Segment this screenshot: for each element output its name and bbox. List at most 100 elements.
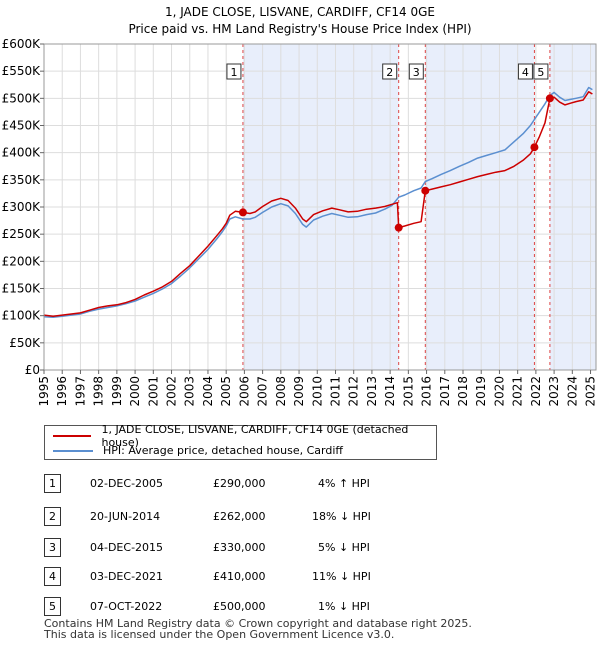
sale-marker-badge: 5 — [44, 597, 61, 616]
chart-legend: 1, JADE CLOSE, LISVANE, CARDIFF, CF14 0G… — [44, 422, 437, 460]
sale-number-label: 1 — [226, 63, 242, 80]
chart-title-block: 1, JADE CLOSE, LISVANE, CARDIFF, CF14 0G… — [0, 4, 600, 38]
sale-price: £410,000 — [213, 570, 266, 583]
sale-hpi-change: 18% ↓ HPI — [312, 510, 371, 523]
hpi-line — [43, 86, 593, 319]
x-tick-label: 2017 — [438, 376, 452, 407]
sale-number-box — [226, 63, 242, 80]
table-row: 2 20-JUN-2014 £262,000 18% ↓ HPI — [0, 507, 600, 531]
y-tick-label: £300K — [2, 200, 42, 214]
y-tick-label: £450K — [2, 119, 42, 133]
sale-hpi-change: 4% ↑ HPI — [318, 477, 370, 490]
x-tick-label: 2005 — [219, 376, 233, 407]
x-tick-label: 2002 — [165, 376, 179, 407]
x-tick-label: 2020 — [492, 376, 506, 407]
y-tick-label: £250K — [2, 227, 42, 241]
x-tick-label: 2009 — [292, 376, 306, 407]
table-row: 3 04-DEC-2015 £330,000 5% ↓ HPI — [0, 538, 600, 562]
x-tick-label: 2024 — [565, 376, 579, 407]
x-tick-label: 1997 — [73, 376, 87, 407]
sale-date: 20-JUN-2014 — [90, 510, 161, 523]
y-tick-label: £0 — [25, 363, 40, 377]
sale-point — [421, 186, 430, 195]
sale-number-box — [533, 63, 549, 80]
y-tick-label: £600K — [2, 37, 42, 51]
sale-marker-badge: 4 — [44, 567, 61, 586]
y-tick-label: £550K — [2, 64, 42, 78]
y-tick-label: £200K — [2, 254, 42, 268]
sale-number-label: 4 — [517, 63, 533, 80]
x-tick-label: 2006 — [237, 376, 251, 407]
chart-subtitle: Price paid vs. HM Land Registry's House … — [128, 22, 472, 36]
sale-date: 07-OCT-2022 — [90, 600, 163, 613]
x-tick-label: 2011 — [328, 376, 342, 407]
sale-number-label: 5 — [533, 63, 549, 80]
y-tick-label: £350K — [2, 173, 42, 187]
sale-marker-badge: 3 — [44, 538, 61, 557]
sale-price: £290,000 — [213, 477, 266, 490]
x-tick-label: 2012 — [347, 376, 361, 407]
sale-number-text: 3 — [413, 66, 420, 79]
x-tick-label: 1995 — [37, 376, 51, 407]
sale-number-label: 3 — [408, 63, 424, 80]
sale-date: 02-DEC-2005 — [90, 477, 164, 490]
y-tick-label: £400K — [2, 146, 42, 160]
sale-number-text: 4 — [522, 66, 529, 79]
footer-copyright: Contains HM Land Registry data © Crown c… — [44, 617, 472, 630]
y-tick-label: £150K — [2, 282, 42, 296]
legend-item-hpi: HPI: Average price, detached house, Card… — [53, 443, 343, 458]
y-tick-label: £50K — [9, 336, 41, 350]
x-tick-label: 1998 — [92, 376, 106, 407]
x-tick-label: 2003 — [183, 376, 197, 407]
sale-price: £262,000 — [213, 510, 266, 523]
price-chart: £0 £50K £100K £150K £200K £250K £300K £350K £400… — [2, 37, 598, 407]
table-row: 1 02-DEC-2005 £290,000 4% ↑ HPI — [0, 474, 600, 498]
x-tick-label: 2021 — [511, 376, 525, 407]
x-tick-label: 2016 — [420, 376, 434, 407]
x-tick-label: 2001 — [146, 376, 160, 407]
x-tick-label: 1999 — [110, 376, 124, 407]
sale-marker-badge: 1 — [44, 474, 61, 493]
footer-licence: This data is licensed under the Open Gov… — [44, 628, 395, 641]
table-row: 5 07-OCT-2022 £500,000 1% ↓ HPI — [0, 597, 600, 621]
sale-hpi-change: 1% ↓ HPI — [318, 600, 370, 613]
x-tick-label: 2018 — [456, 376, 470, 407]
table-row: 4 03-DEC-2021 £410,000 11% ↓ HPI — [0, 567, 600, 591]
footer-attribution: Contains HM Land Registry data © Crown c… — [44, 618, 472, 640]
sale-point — [545, 94, 554, 103]
y-tick-label: £500K — [2, 91, 42, 105]
x-tick-label: 2010 — [310, 376, 324, 407]
sale-number-box — [517, 63, 533, 80]
sale-price: £330,000 — [213, 541, 266, 554]
legend-swatch-property — [53, 434, 92, 437]
sale-hpi-change: 5% ↓ HPI — [318, 541, 370, 554]
x-tick-label: 2004 — [201, 376, 215, 407]
x-tick-label: 2007 — [256, 376, 270, 407]
sale-price: £500,000 — [213, 600, 266, 613]
x-tick-label: 2025 — [584, 376, 598, 407]
x-tick-label: 2015 — [401, 376, 415, 407]
sale-number-text: 1 — [230, 66, 237, 79]
x-tick-label: 2019 — [474, 376, 488, 407]
sale-number-box — [408, 63, 424, 80]
x-tick-label: 2014 — [383, 376, 397, 407]
property-price-line — [43, 91, 593, 317]
y-tick-label: £100K — [2, 309, 42, 323]
sale-hpi-change: 11% ↓ HPI — [312, 570, 371, 583]
sale-point — [530, 143, 539, 152]
legend-label-hpi: HPI: Average price, detached house, Card… — [103, 444, 343, 457]
chart-title: 1, JADE CLOSE, LISVANE, CARDIFF, CF14 0G… — [164, 5, 436, 19]
sale-point — [394, 223, 403, 232]
sale-number-text: 5 — [537, 66, 544, 79]
sale-date: 03-DEC-2021 — [90, 570, 164, 583]
legend-swatch-hpi — [53, 449, 93, 452]
x-tick-label: 1996 — [55, 376, 69, 407]
legend-label-property: 1, JADE CLOSE, LISVANE, CARDIFF, CF14 0G… — [101, 422, 409, 449]
sale-date: 04-DEC-2015 — [90, 541, 164, 554]
x-tick-label: 2008 — [274, 376, 288, 407]
sale-number-label: 2 — [382, 63, 398, 80]
x-tick-label: 2022 — [529, 376, 543, 407]
sale-number-text: 2 — [386, 66, 393, 79]
sale-marker-badge: 2 — [44, 507, 61, 526]
x-tick-label: 2000 — [128, 376, 142, 407]
